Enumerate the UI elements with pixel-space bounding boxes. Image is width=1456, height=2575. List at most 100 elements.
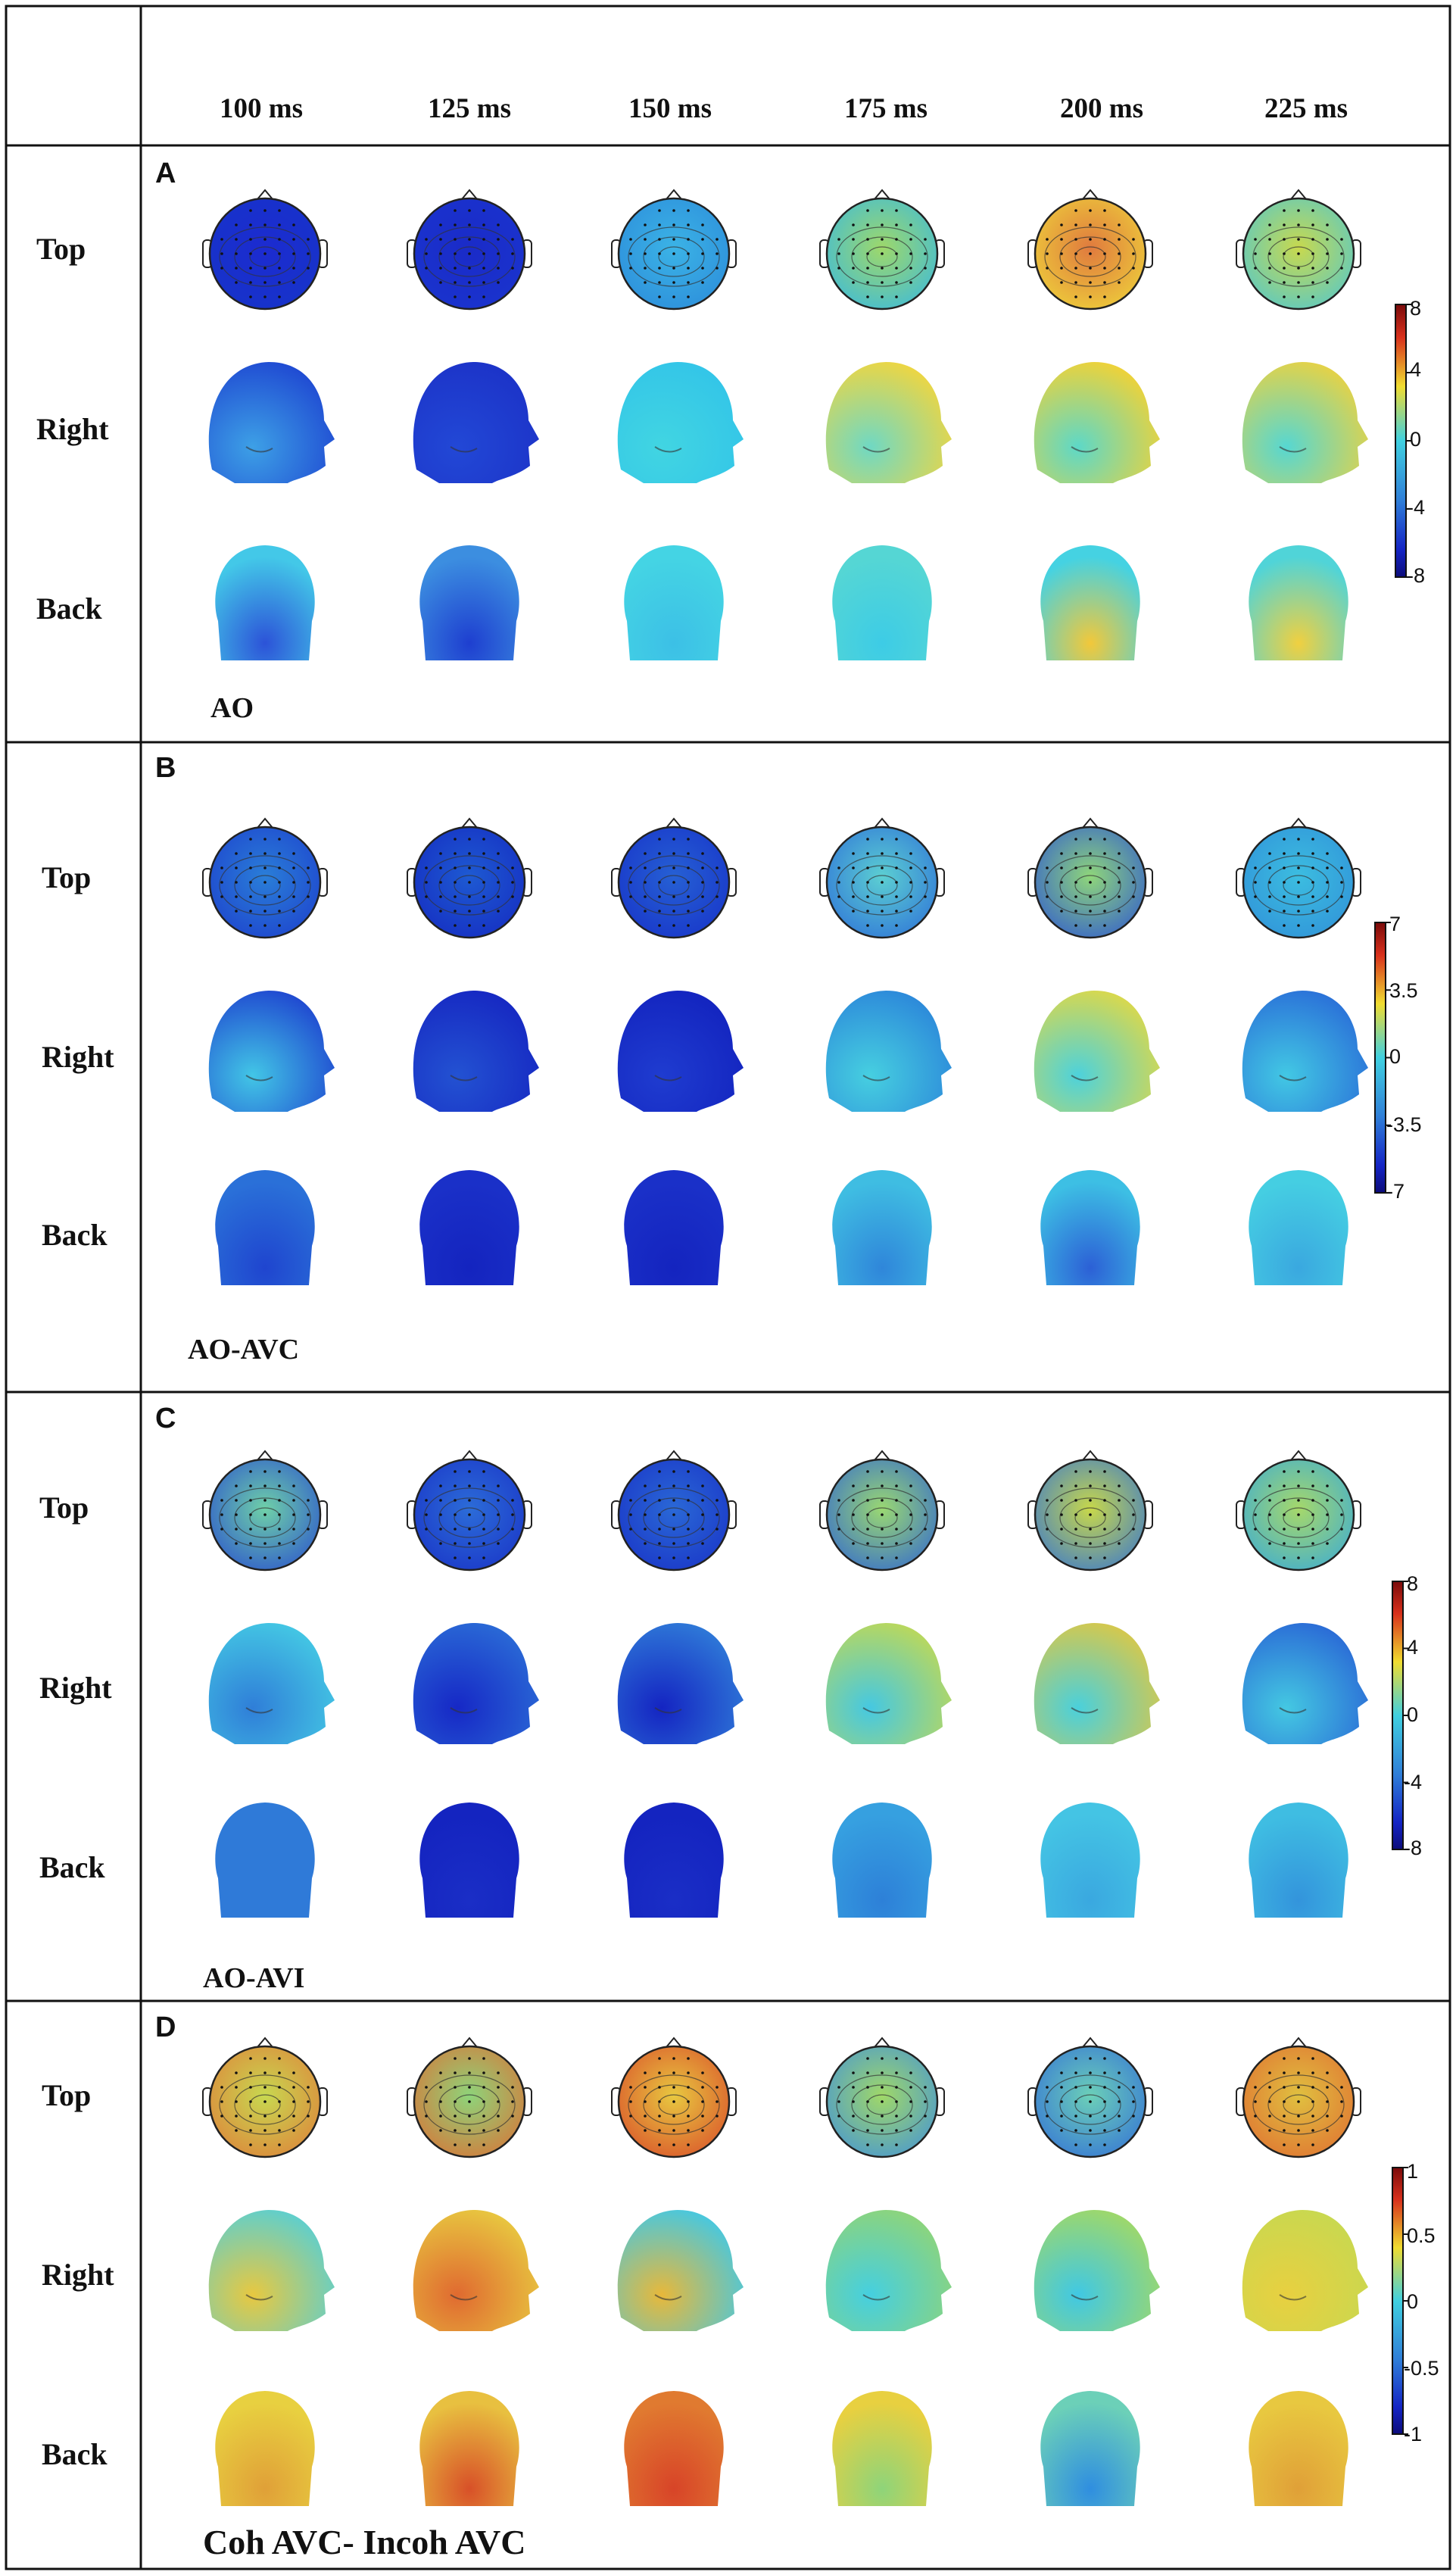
head-right-c-5 [1242, 1623, 1368, 1744]
head-right-c-3 [825, 1623, 952, 1744]
head-back-b-1 [419, 1170, 519, 1285]
colorbar-b [1374, 922, 1391, 1194]
head-back-c-3 [832, 1802, 932, 1918]
cbar-d-tick-1: 0.5 [1407, 2224, 1436, 2247]
topomap-top-d-0 [202, 2037, 328, 2158]
row-label-top-b: Top [42, 860, 92, 894]
head-right-b-3 [825, 991, 952, 1112]
row-label-back-d: Back [42, 2437, 108, 2471]
head-back-d-2 [624, 2391, 724, 2506]
head-right-c-2 [617, 1623, 744, 1744]
head-back-c-5 [1249, 1802, 1348, 1918]
panel-letter-c: C [155, 1403, 176, 1434]
cbar-c-tick-1: 4 [1407, 1636, 1419, 1659]
head-right-d-5 [1242, 2210, 1368, 2331]
cbar-a-tick-1: 4 [1410, 358, 1422, 381]
head-back-c-0 [215, 1802, 315, 1918]
head-right-a-5 [1242, 362, 1368, 483]
topomap-top-c-1 [407, 1450, 532, 1572]
condition-label-c: AO-AVI [203, 1962, 305, 1994]
head-right-c-0 [208, 1623, 335, 1744]
cbar-c-tick-0: 8 [1407, 1572, 1419, 1595]
head-back-b-4 [1040, 1170, 1140, 1285]
head-right-a-1 [413, 362, 539, 483]
time-header-225: 225 ms [1264, 93, 1348, 124]
cbar-a-tick-4: -8 [1407, 564, 1426, 587]
head-right-b-0 [208, 991, 335, 1112]
topomap-top-d-5 [1236, 2037, 1361, 2158]
cbar-d-tick-2: 0 [1407, 2290, 1419, 2313]
topomap-top-a-1 [407, 189, 532, 311]
panel-letter-a: A [155, 158, 176, 189]
head-right-a-3 [825, 362, 952, 483]
time-header-150: 150 ms [628, 93, 712, 124]
colorbar-a [1395, 304, 1411, 578]
topomap-top-b-0 [202, 817, 328, 939]
head-back-d-4 [1040, 2391, 1140, 2506]
head-back-a-2 [624, 545, 724, 660]
cbar-b-tick-4: -7 [1386, 1180, 1405, 1203]
time-header-125: 125 ms [428, 93, 511, 124]
head-right-a-4 [1034, 362, 1160, 483]
topomap-top-d-2 [611, 2037, 737, 2158]
condition-label-d: Coh AVC- Incoh AVC [203, 2523, 526, 2561]
head-right-d-4 [1034, 2210, 1160, 2331]
time-header-175: 175 ms [844, 93, 928, 124]
cbar-c-tick-3: -4 [1404, 1771, 1423, 1793]
head-right-b-1 [413, 991, 539, 1112]
table-grid [5, 5, 1451, 2570]
head-right-d-3 [825, 2210, 952, 2331]
colorbars [1374, 304, 1411, 2435]
head-right-b-5 [1242, 991, 1368, 1112]
topomap-top-c-0 [202, 1450, 328, 1572]
scalp-maps [202, 189, 1368, 2506]
head-back-c-2 [624, 1802, 724, 1918]
topomap-top-d-3 [819, 2037, 945, 2158]
head-back-a-5 [1249, 545, 1348, 660]
topomap-top-c-3 [819, 1450, 945, 1572]
time-header-200: 200 ms [1060, 93, 1143, 124]
condition-label-b: AO-AVC [188, 1334, 300, 1366]
row-label-right-d: Right [42, 2258, 114, 2292]
cbar-b-tick-0: 7 [1389, 913, 1401, 935]
colorbar-d [1392, 2167, 1408, 2435]
topomap-top-a-3 [819, 189, 945, 311]
head-right-c-1 [413, 1623, 539, 1744]
head-back-d-3 [832, 2391, 932, 2506]
head-back-a-4 [1040, 545, 1140, 660]
row-label-back-c: Back [39, 1850, 105, 1884]
colorbar-c [1392, 1581, 1408, 1850]
condition-label-a: AO [210, 692, 254, 724]
topomap-top-b-3 [819, 817, 945, 939]
cbar-a-tick-2: 0 [1410, 428, 1422, 451]
cbar-b-tick-3: -3.5 [1386, 1113, 1422, 1136]
row-label-right-c: Right [39, 1671, 112, 1705]
head-right-d-0 [208, 2210, 335, 2331]
cbar-c-tick-2: 0 [1407, 1703, 1419, 1726]
topomap-top-b-1 [407, 817, 532, 939]
topomap-top-a-5 [1236, 189, 1361, 311]
head-back-b-2 [624, 1170, 724, 1285]
head-back-a-0 [215, 545, 315, 660]
cbar-b-tick-2: 0 [1389, 1045, 1401, 1068]
topomap-top-b-2 [611, 817, 737, 939]
topomap-top-a-2 [611, 189, 737, 311]
head-back-b-5 [1249, 1170, 1348, 1285]
cbar-d-tick-0: 1 [1407, 2160, 1419, 2183]
cbar-d-tick-4: -1 [1404, 2423, 1423, 2445]
head-back-b-3 [832, 1170, 932, 1285]
cbar-d-tick-3: -0.5 [1404, 2357, 1439, 2380]
topomap-top-b-4 [1027, 817, 1153, 939]
head-right-c-4 [1034, 1623, 1160, 1744]
head-right-a-2 [617, 362, 744, 483]
topomap-top-d-1 [407, 2037, 532, 2158]
cbar-a-tick-3: -4 [1407, 496, 1426, 519]
topomap-top-b-5 [1236, 817, 1361, 939]
head-right-d-1 [413, 2210, 539, 2331]
topomap-top-c-4 [1027, 1450, 1153, 1572]
head-back-a-1 [419, 545, 519, 660]
row-label-top-a: Top [36, 232, 86, 266]
head-back-d-5 [1249, 2391, 1348, 2506]
panel-letter-b: B [155, 752, 176, 784]
